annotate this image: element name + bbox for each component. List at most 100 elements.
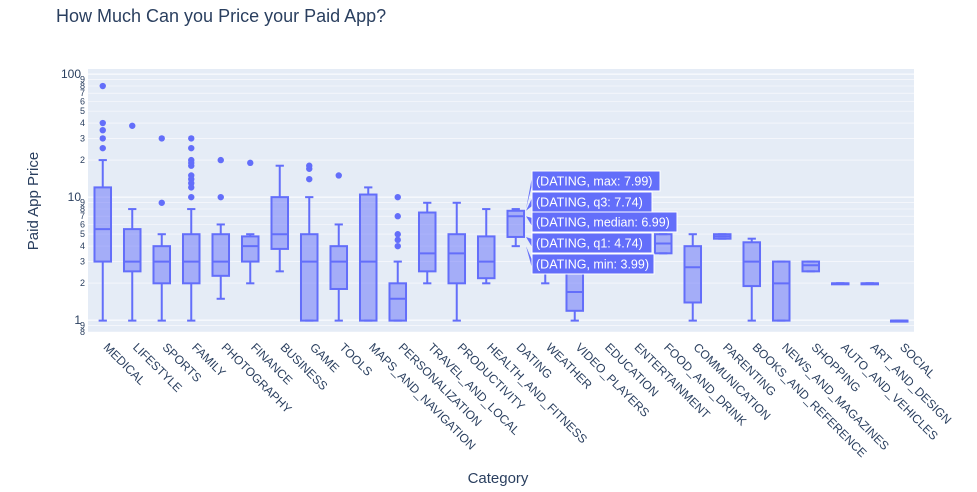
hover-label-box	[531, 253, 655, 275]
box-social[interactable]	[889, 319, 909, 323]
box-family[interactable]	[181, 135, 201, 322]
box-parenting[interactable]	[712, 233, 732, 240]
outlier-point[interactable]	[99, 144, 106, 152]
x-axis-title: Category	[468, 470, 529, 487]
hover-pointer	[526, 216, 533, 226]
outlier-point[interactable]	[99, 126, 106, 134]
hover-label-box	[531, 232, 653, 254]
y-tick-label: 1	[74, 313, 81, 327]
hover-label-text: (DATING, min: 3.99)	[536, 258, 649, 272]
box-iqr[interactable]	[417, 211, 437, 273]
y-minor-tick-label: 7	[80, 211, 85, 221]
box-iqr[interactable]	[270, 196, 290, 250]
box-medical[interactable]	[93, 82, 113, 322]
box-art_and_design[interactable]	[860, 282, 880, 286]
box-iqr[interactable]	[388, 282, 408, 322]
y-minor-tick-label: 9	[80, 198, 85, 208]
box-business[interactable]	[270, 164, 290, 273]
outlier-point[interactable]	[188, 135, 195, 142]
box-iqr[interactable]	[122, 228, 142, 273]
box-news_and_magazines[interactable]	[771, 260, 791, 322]
box-iqr[interactable]	[771, 260, 791, 322]
outlier-point[interactable]	[99, 119, 106, 127]
hover-label-box	[531, 170, 661, 192]
y-minor-tick-label: 6	[80, 219, 85, 229]
hover-labels: (DATING, max: 7.99) (DATING, q3: 7.74) (DA…	[526, 170, 678, 275]
outlier-point[interactable]	[394, 236, 401, 244]
hover-label-text: (DATING, q3: 7.74)	[536, 196, 643, 210]
box-travel_and_local[interactable]	[417, 201, 437, 285]
box-iqr[interactable]	[240, 235, 260, 263]
y-minor-tick-label: 2	[80, 155, 85, 165]
box-communication[interactable]	[683, 233, 703, 322]
y-minor-tick-label: 6	[80, 96, 85, 106]
box-game[interactable]	[299, 162, 319, 322]
box-food_and_drink[interactable]	[653, 233, 673, 255]
box-sports[interactable]	[152, 135, 172, 322]
box-iqr[interactable]	[506, 209, 526, 238]
outlier-point[interactable]	[217, 193, 224, 201]
box-iqr[interactable]	[683, 245, 703, 304]
outlier-point[interactable]	[99, 135, 106, 142]
y-minor-tick-label: 5	[80, 229, 85, 239]
hover-pointer	[526, 177, 533, 210]
box-photography[interactable]	[211, 156, 231, 300]
outlier-point[interactable]	[188, 156, 195, 164]
outlier-point[interactable]	[188, 144, 195, 152]
hover-label-text: (DATING, median: 6.99)	[536, 216, 670, 230]
outlier-point[interactable]	[158, 135, 165, 142]
box-iqr[interactable]	[801, 260, 821, 273]
y-minor-tick-label: 9	[80, 321, 85, 331]
box-personalization[interactable]	[388, 193, 408, 322]
box-iqr[interactable]	[152, 245, 172, 285]
y-minor-tick-label: 2	[80, 278, 85, 288]
box-health_and_fitness[interactable]	[476, 208, 496, 285]
outlier-point[interactable]	[394, 193, 401, 201]
hover-label: (DATING, q1: 4.74)	[526, 232, 653, 254]
box-iqr[interactable]	[329, 245, 349, 290]
y-minor-tick-label: 8	[80, 81, 85, 91]
chart-title: How Much Can you Price your Paid App?	[56, 6, 386, 26]
outlier-point[interactable]	[158, 199, 165, 206]
box-auto_and_vehicles[interactable]	[830, 282, 850, 286]
outlier-point[interactable]	[306, 175, 313, 183]
box-iqr[interactable]	[93, 186, 113, 263]
box-iqr[interactable]	[299, 233, 319, 322]
y-tick-label: 10	[68, 190, 82, 204]
hover-label: (DATING, q3: 7.74)	[526, 191, 653, 213]
outlier-point[interactable]	[188, 172, 195, 179]
hover-label: (DATING, min: 3.99)	[526, 246, 655, 275]
y-minor-tick-label: 4	[80, 241, 85, 251]
outlier-point[interactable]	[394, 242, 401, 250]
outlier-point[interactable]	[188, 193, 195, 201]
hover-label: (DATING, median: 6.99)	[526, 211, 678, 233]
box-lifestyle[interactable]	[122, 122, 142, 322]
box-books_and_reference[interactable]	[742, 237, 762, 322]
box-finance[interactable]	[240, 159, 260, 285]
box-iqr[interactable]	[358, 193, 378, 322]
box-tools[interactable]	[329, 172, 349, 322]
hover-pointer	[526, 236, 533, 247]
box-iqr[interactable]	[447, 233, 467, 285]
box-iqr[interactable]	[476, 235, 496, 280]
outlier-point[interactable]	[217, 156, 224, 164]
outlier-point[interactable]	[247, 159, 254, 167]
box-dating[interactable]	[506, 208, 526, 248]
outlier-point[interactable]	[335, 172, 342, 179]
hover-label-box	[531, 211, 678, 233]
box-iqr[interactable]	[742, 241, 762, 288]
outlier-point[interactable]	[394, 213, 401, 220]
box-productivity[interactable]	[447, 201, 467, 322]
outlier-point[interactable]	[394, 231, 401, 238]
y-minor-tick-label: 3	[80, 133, 85, 143]
box-iqr[interactable]	[181, 233, 201, 285]
box-shopping[interactable]	[801, 260, 821, 273]
y-minor-tick-label: 4	[80, 118, 85, 128]
box-maps_and_navigation[interactable]	[358, 186, 378, 322]
outlier-point[interactable]	[99, 82, 106, 90]
outlier-point[interactable]	[129, 122, 136, 129]
outlier-point[interactable]	[306, 162, 313, 169]
box-iqr[interactable]	[211, 233, 231, 277]
